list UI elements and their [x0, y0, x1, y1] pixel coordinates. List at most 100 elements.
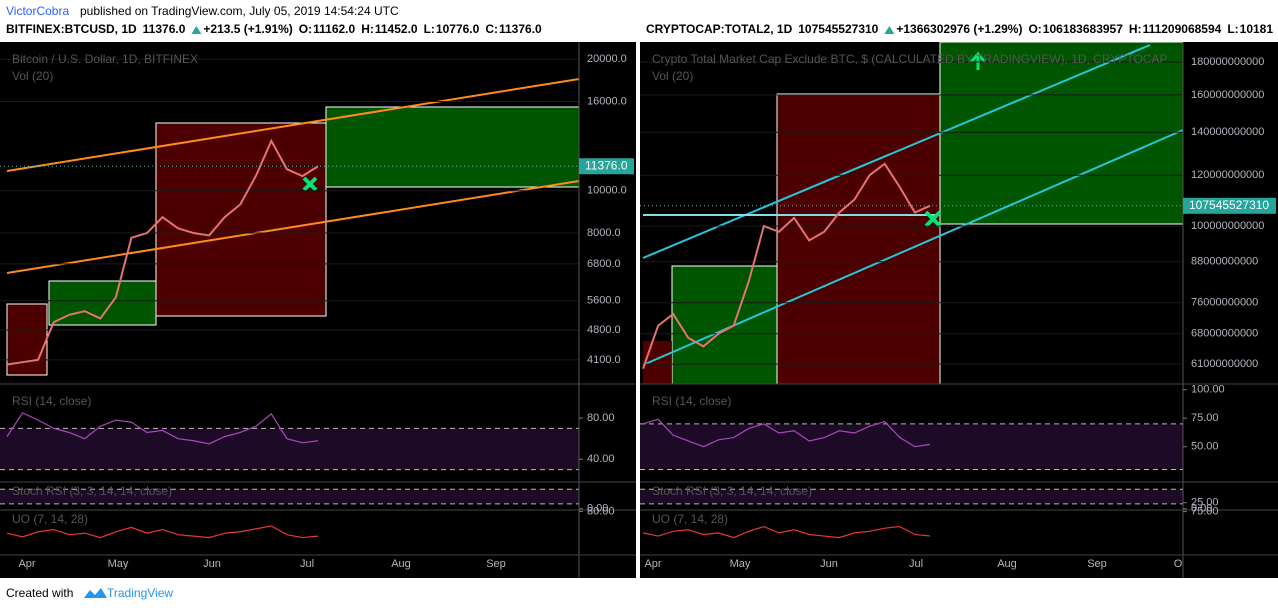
- x-marker: [924, 210, 942, 228]
- price-line: [642, 162, 931, 370]
- price-line: [6, 138, 319, 366]
- plot: [640, 61, 1183, 539]
- indicator-line: [642, 418, 931, 448]
- ohlc-value: 11452.0: [375, 22, 418, 36]
- footer-brand[interactable]: TradingView: [107, 586, 173, 600]
- ohlc-value: 10181: [1240, 22, 1274, 36]
- y-tick-label: 50.00: [1191, 441, 1219, 453]
- channel-line: [6, 180, 580, 274]
- y-tick-label: 10000.0: [587, 185, 627, 197]
- x-tick-label: Jul: [909, 558, 923, 570]
- plot: [0, 58, 579, 539]
- last-price: 11376.0: [143, 22, 186, 36]
- x-tick-label: Apr: [18, 558, 35, 570]
- ohlc-label: L:: [424, 22, 435, 36]
- red-box: [776, 93, 941, 385]
- red-box: [155, 122, 327, 317]
- volume-label: Vol (20): [652, 69, 693, 83]
- green-box: [48, 280, 157, 326]
- y-tick-label: 6800.0: [587, 258, 621, 270]
- y-tick-label: 76000000000: [1191, 297, 1258, 309]
- x-tick-label: Jun: [203, 558, 221, 570]
- y-tick-label: 100000000000: [1191, 220, 1264, 232]
- y-tick-label: 80.00: [587, 412, 615, 424]
- last-price: 107545527310: [798, 22, 878, 36]
- last-price-box: [579, 158, 634, 175]
- indicator-title: RSI (14, close): [652, 394, 731, 408]
- y-tick-label: 25.00: [1191, 497, 1219, 509]
- ohlc-label: O:: [1028, 22, 1041, 36]
- ohlc-label: H:: [361, 22, 374, 36]
- indicator-line: [6, 412, 319, 445]
- y-tick-label: 80.00: [587, 505, 615, 517]
- y-tick-label: 4100.0: [587, 354, 621, 366]
- y-tick-label: 68000000000: [1191, 328, 1258, 340]
- ohlc-label: C:: [485, 22, 498, 36]
- y-tick-label: 0.00: [587, 503, 608, 515]
- x-tick-label: Aug: [997, 558, 1017, 570]
- y-tick-label: 75.00: [1191, 505, 1219, 517]
- y-tick-label: 75.00: [1191, 412, 1219, 424]
- last-price-label: 11376.0: [585, 158, 628, 172]
- x-tick-label: Jun: [820, 558, 838, 570]
- indicator-line: [642, 525, 931, 539]
- pane-band: [640, 489, 1183, 504]
- channel-line: [642, 44, 1151, 259]
- ohlc-value: 106183683957: [1043, 22, 1123, 36]
- x-tick-label: Aug: [391, 558, 411, 570]
- indicator-title: UO (7, 14, 28): [12, 512, 88, 526]
- volume-label: Vol (20): [12, 69, 53, 83]
- green-box: [671, 265, 778, 385]
- ohlc-value: 111209068594: [1143, 22, 1222, 36]
- indicator-title: RSI (14, close): [12, 394, 91, 408]
- y-tick-label: 180000000000: [1191, 56, 1264, 68]
- y-tick-label: 88000000000: [1191, 256, 1258, 268]
- y-tick-label: 160000000000: [1191, 89, 1264, 101]
- symbol: BITFINEX:BTCUSD, 1D: [6, 22, 137, 36]
- footer-created: Created with: [6, 586, 73, 600]
- pane-band: [640, 423, 1183, 470]
- last-price-label: 107545527310: [1189, 198, 1269, 212]
- ohlc-value: 11162.0: [313, 22, 355, 36]
- x-tick-label: Apr: [644, 558, 661, 570]
- x-tick-label: Sep: [486, 558, 506, 570]
- y-tick-label: 0.00: [1191, 503, 1212, 515]
- change: +1366302976 (+1.29%): [896, 22, 1022, 36]
- y-tick-label: 8000.0: [587, 227, 621, 239]
- y-tick-label: 140000000000: [1191, 126, 1264, 138]
- ohlc-label: H:: [1129, 22, 1142, 36]
- green-box: [325, 106, 580, 188]
- chart-title: Bitcoin / U.S. Dollar, 1D, BITFINEX: [12, 52, 198, 66]
- indicator-line: [6, 525, 319, 539]
- ohlc-value: 11376.0: [499, 22, 542, 36]
- y-tick-label: 120000000000: [1191, 169, 1264, 181]
- symbol: CRYPTOCAP:TOTAL2, 1D: [646, 22, 793, 36]
- ohlc-value: 10776.0: [436, 22, 480, 36]
- indicator-title: Stoch RSI (3, 3, 14, 14, close): [652, 484, 812, 498]
- publisher[interactable]: VictorCobra: [6, 4, 69, 18]
- x-tick-label: O: [1174, 558, 1183, 570]
- y-tick-label: 5600.0: [587, 295, 621, 307]
- y-tick-label: 16000.0: [587, 95, 627, 107]
- green-box: [939, 41, 1184, 225]
- pane-band: [0, 428, 579, 470]
- indicator-title: UO (7, 14, 28): [652, 512, 728, 526]
- change: +213.5 (+1.91%): [203, 22, 292, 36]
- y-tick-label: 100.00: [1191, 384, 1225, 396]
- y-tick-label: 4800.0: [587, 324, 621, 336]
- y-tick-label: 20000.0: [587, 53, 627, 65]
- pane-band: [0, 489, 579, 504]
- indicator-title: Stoch RSI (3, 3, 14, 14, close): [12, 484, 172, 498]
- chart-title: Crypto Total Market Cap Exclude BTC, $ (…: [652, 52, 1167, 66]
- x-tick-label: Jul: [300, 558, 314, 570]
- y-tick-label: 40.00: [587, 453, 615, 465]
- last-price-box: [1183, 197, 1276, 214]
- published-note: published on TradingView.com, July 05, 2…: [80, 4, 399, 18]
- ohlc-label: O:: [299, 22, 312, 36]
- x-tick-label: May: [108, 558, 129, 570]
- x-marker: [302, 176, 318, 192]
- up-triangle: [191, 26, 202, 34]
- y-tick-label: 61000000000: [1191, 358, 1258, 370]
- channel-line: [6, 78, 580, 172]
